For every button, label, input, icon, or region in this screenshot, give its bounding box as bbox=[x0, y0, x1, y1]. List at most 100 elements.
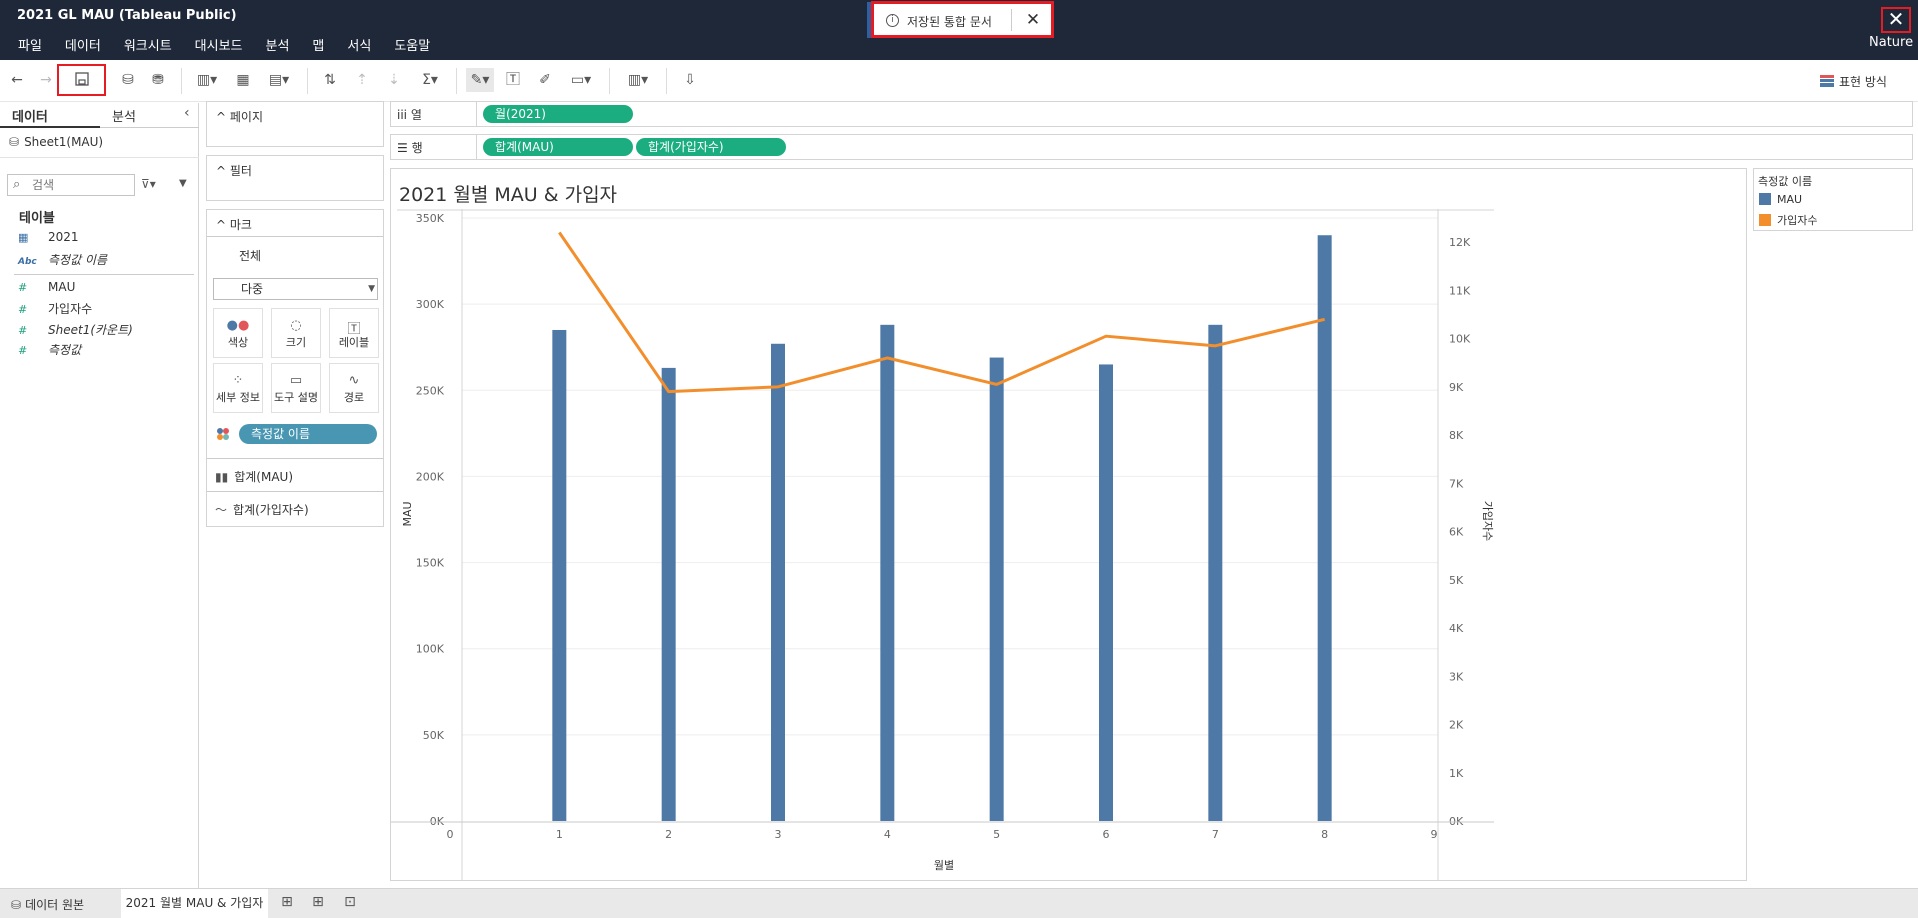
annotate-icon[interactable]: ✐ bbox=[539, 72, 551, 88]
sort-ascending-icon[interactable]: ⇡ bbox=[356, 72, 368, 88]
toolbar-separator bbox=[307, 68, 308, 94]
collapse-caret-icon[interactable]: ^ bbox=[216, 110, 230, 124]
path-icon: ∿ bbox=[348, 373, 360, 388]
duplicate-icon[interactable]: ▦ bbox=[236, 72, 250, 88]
pill-month-2021[interactable]: 월(2021) bbox=[483, 105, 633, 123]
toast-close-button[interactable]: ✕ bbox=[1025, 10, 1041, 30]
new-worksheet-icon[interactable]: ⊞ bbox=[281, 894, 293, 910]
y2-tick-label: 4K bbox=[1449, 622, 1464, 635]
back-icon[interactable]: ← bbox=[11, 72, 23, 88]
path-button[interactable]: ∿ 경로 bbox=[329, 363, 379, 413]
marks-all-layer[interactable]: 전체 bbox=[239, 249, 262, 263]
pill-sum-mau[interactable]: 합계(MAU) bbox=[483, 138, 633, 156]
pages-card[interactable]: ^ 페이지 bbox=[206, 101, 384, 147]
marks-layer-mau[interactable]: ▮▮ 합계(MAU) bbox=[215, 468, 293, 485]
pill-sum-signups[interactable]: 합계(가입자수) bbox=[636, 138, 786, 156]
field-sheet1-count[interactable]: # Sheet1(카운트) bbox=[18, 321, 133, 338]
menu-item-5[interactable]: 맵 bbox=[312, 39, 325, 54]
close-button[interactable]: ✕ bbox=[1881, 7, 1911, 33]
line-chart-icon: 〜 bbox=[215, 503, 228, 517]
collapse-caret-icon[interactable]: ^ bbox=[216, 164, 230, 178]
x-tick-label: 5 bbox=[993, 828, 1000, 841]
columns-shelf[interactable]: iii 열 월(2021) bbox=[390, 101, 1913, 127]
toolbar: ← → ⛁ ⛃ ▥▾ ▦ ▤▾ ⇅ ⇡ ⇣ Σ▾ ✎▾ 🅃 ✐ ▭▾ ▥▾ ⇩ … bbox=[0, 60, 1918, 102]
totals-icon[interactable]: Σ▾ bbox=[422, 72, 438, 88]
detail-button[interactable]: ⁘ 세부 정보 bbox=[213, 363, 263, 413]
measure-names-pill[interactable]: 측정값 이름 bbox=[239, 424, 377, 444]
layer-label: 합계(가입자수) bbox=[233, 503, 309, 517]
new-datasource-icon[interactable]: ⛁ bbox=[122, 72, 134, 88]
divider bbox=[207, 236, 383, 237]
collapse-pane-icon[interactable]: ‹ bbox=[184, 105, 190, 121]
chart[interactable]: 0K50K100K150K200K250K300K350K0K1K2K3K4K5… bbox=[391, 169, 1746, 880]
sort-descending-icon[interactable]: ⇣ bbox=[388, 72, 400, 88]
menu-item-7[interactable]: 도움말 bbox=[394, 39, 431, 54]
legend-item-mau[interactable]: MAU bbox=[1759, 193, 1802, 206]
menu-item-2[interactable]: 워크시트 bbox=[123, 39, 172, 54]
menu-item-6[interactable]: 서식 bbox=[347, 39, 372, 54]
marks-layer-signups[interactable]: 〜 합계(가입자수) bbox=[215, 501, 309, 518]
field-label: Sheet1(카운트) bbox=[48, 323, 133, 337]
field-measure-values[interactable]: # 측정값 bbox=[18, 341, 81, 358]
labels-icon[interactable]: 🅃 bbox=[506, 72, 520, 88]
worksheet-view[interactable]: 2021 월별 MAU & 가입자 0K 50K 100K 150K 200K 250K 3… bbox=[390, 168, 1747, 881]
menu-item-1[interactable]: 데이터 bbox=[64, 39, 101, 54]
collapse-caret-icon[interactable]: ^ bbox=[216, 218, 230, 232]
filters-card[interactable]: ^ 필터 bbox=[206, 155, 384, 201]
menu-item-4[interactable]: 분석 bbox=[265, 39, 290, 54]
tab-data[interactable]: 데이터 bbox=[12, 110, 48, 125]
presentation-mode-button[interactable]: 표현 방식 bbox=[1820, 73, 1887, 90]
menu-bar: 파일 데이터 워크시트 대시보드 분석 맵 서식 도움말 bbox=[18, 35, 453, 54]
clear-sheet-icon[interactable]: ▤▾ bbox=[268, 72, 290, 88]
toolbar-separator bbox=[181, 68, 182, 94]
marks-card: ^ 마크 전체 다중 ▼ ●● 색상 ◌ 크기 🅃 레이블 ⁘ 세부 정보 ▭ 도구 설명 … bbox=[206, 209, 384, 527]
mark-type-dropdown[interactable]: 다중 ▼ bbox=[213, 278, 378, 300]
size-button[interactable]: ◌ 크기 bbox=[271, 308, 321, 358]
search-input[interactable]: 검색 bbox=[7, 174, 135, 196]
datasource-tab[interactable]: ⛁ 데이터 원본 bbox=[11, 896, 84, 913]
divider bbox=[207, 458, 383, 459]
sheet-tab-active[interactable]: 2021 월별 MAU & 가입자 bbox=[121, 889, 268, 918]
label-button[interactable]: 🅃 레이블 bbox=[329, 308, 379, 358]
menu-item-3[interactable]: 대시보드 bbox=[194, 39, 243, 54]
bar-mau bbox=[1099, 364, 1113, 821]
new-dashboard-icon[interactable]: ⊞ bbox=[312, 894, 324, 910]
search-icon: ⌕ bbox=[13, 177, 21, 192]
share-icon[interactable]: ⇩ bbox=[684, 72, 696, 88]
field-measure-names[interactable]: Abc 측정값 이름 bbox=[18, 251, 107, 268]
user-name[interactable]: Nature bbox=[1869, 35, 1914, 50]
show-me-icon[interactable]: ▥▾ bbox=[627, 72, 649, 88]
field-2021[interactable]: ▦ 2021 bbox=[18, 230, 79, 244]
tab-analysis[interactable]: 분석 bbox=[112, 110, 136, 125]
chart-title: 2021 월별 MAU & 가입자 bbox=[399, 184, 618, 206]
swap-icon[interactable]: ⇅ bbox=[324, 72, 336, 88]
new-story-icon[interactable]: ⊡ bbox=[344, 894, 356, 910]
forward-icon[interactable]: → bbox=[40, 72, 52, 88]
legend-title: 측정값 이름 bbox=[1758, 175, 1813, 188]
field-mau[interactable]: # MAU bbox=[18, 280, 75, 294]
save-button[interactable] bbox=[57, 64, 106, 96]
pages-label: 페이지 bbox=[229, 110, 263, 124]
toast-message: 저장된 통합 문서 bbox=[907, 15, 992, 29]
color-button[interactable]: ●● 색상 bbox=[213, 308, 263, 358]
x-axis-label: 월별 bbox=[934, 859, 954, 872]
string-type-icon: Abc bbox=[18, 257, 37, 267]
tooltip-button[interactable]: ▭ 도구 설명 bbox=[271, 363, 321, 413]
y2-tick-label: 10K bbox=[1449, 333, 1471, 346]
presentation-mode-label: 표현 방식 bbox=[1839, 75, 1887, 89]
legend-item-signups[interactable]: 가입자수 bbox=[1759, 212, 1817, 228]
field-signups[interactable]: # 가입자수 bbox=[18, 300, 92, 317]
toast-accent-bar bbox=[867, 2, 871, 38]
datasource-item[interactable]: ⛁ Sheet1(MAU) bbox=[9, 135, 103, 149]
number-type-icon: # bbox=[18, 324, 28, 337]
bar-chart-icon: ▮▮ bbox=[215, 470, 229, 484]
pause-updates-icon[interactable]: ⛃ bbox=[152, 72, 164, 88]
fit-icon[interactable]: ▭▾ bbox=[570, 72, 592, 88]
menu-item-0[interactable]: 파일 bbox=[18, 39, 42, 54]
new-worksheet-icon[interactable]: ▥▾ bbox=[196, 72, 218, 88]
filter-fields-icon[interactable]: ⊽▾ bbox=[141, 177, 156, 191]
highlight-icon[interactable]: ✎▾ bbox=[466, 68, 494, 92]
pane-menu-caret-icon[interactable]: ▼ bbox=[179, 178, 187, 189]
rows-shelf[interactable]: ☰ 행 합계(MAU) 합계(가입자수) bbox=[390, 134, 1913, 160]
